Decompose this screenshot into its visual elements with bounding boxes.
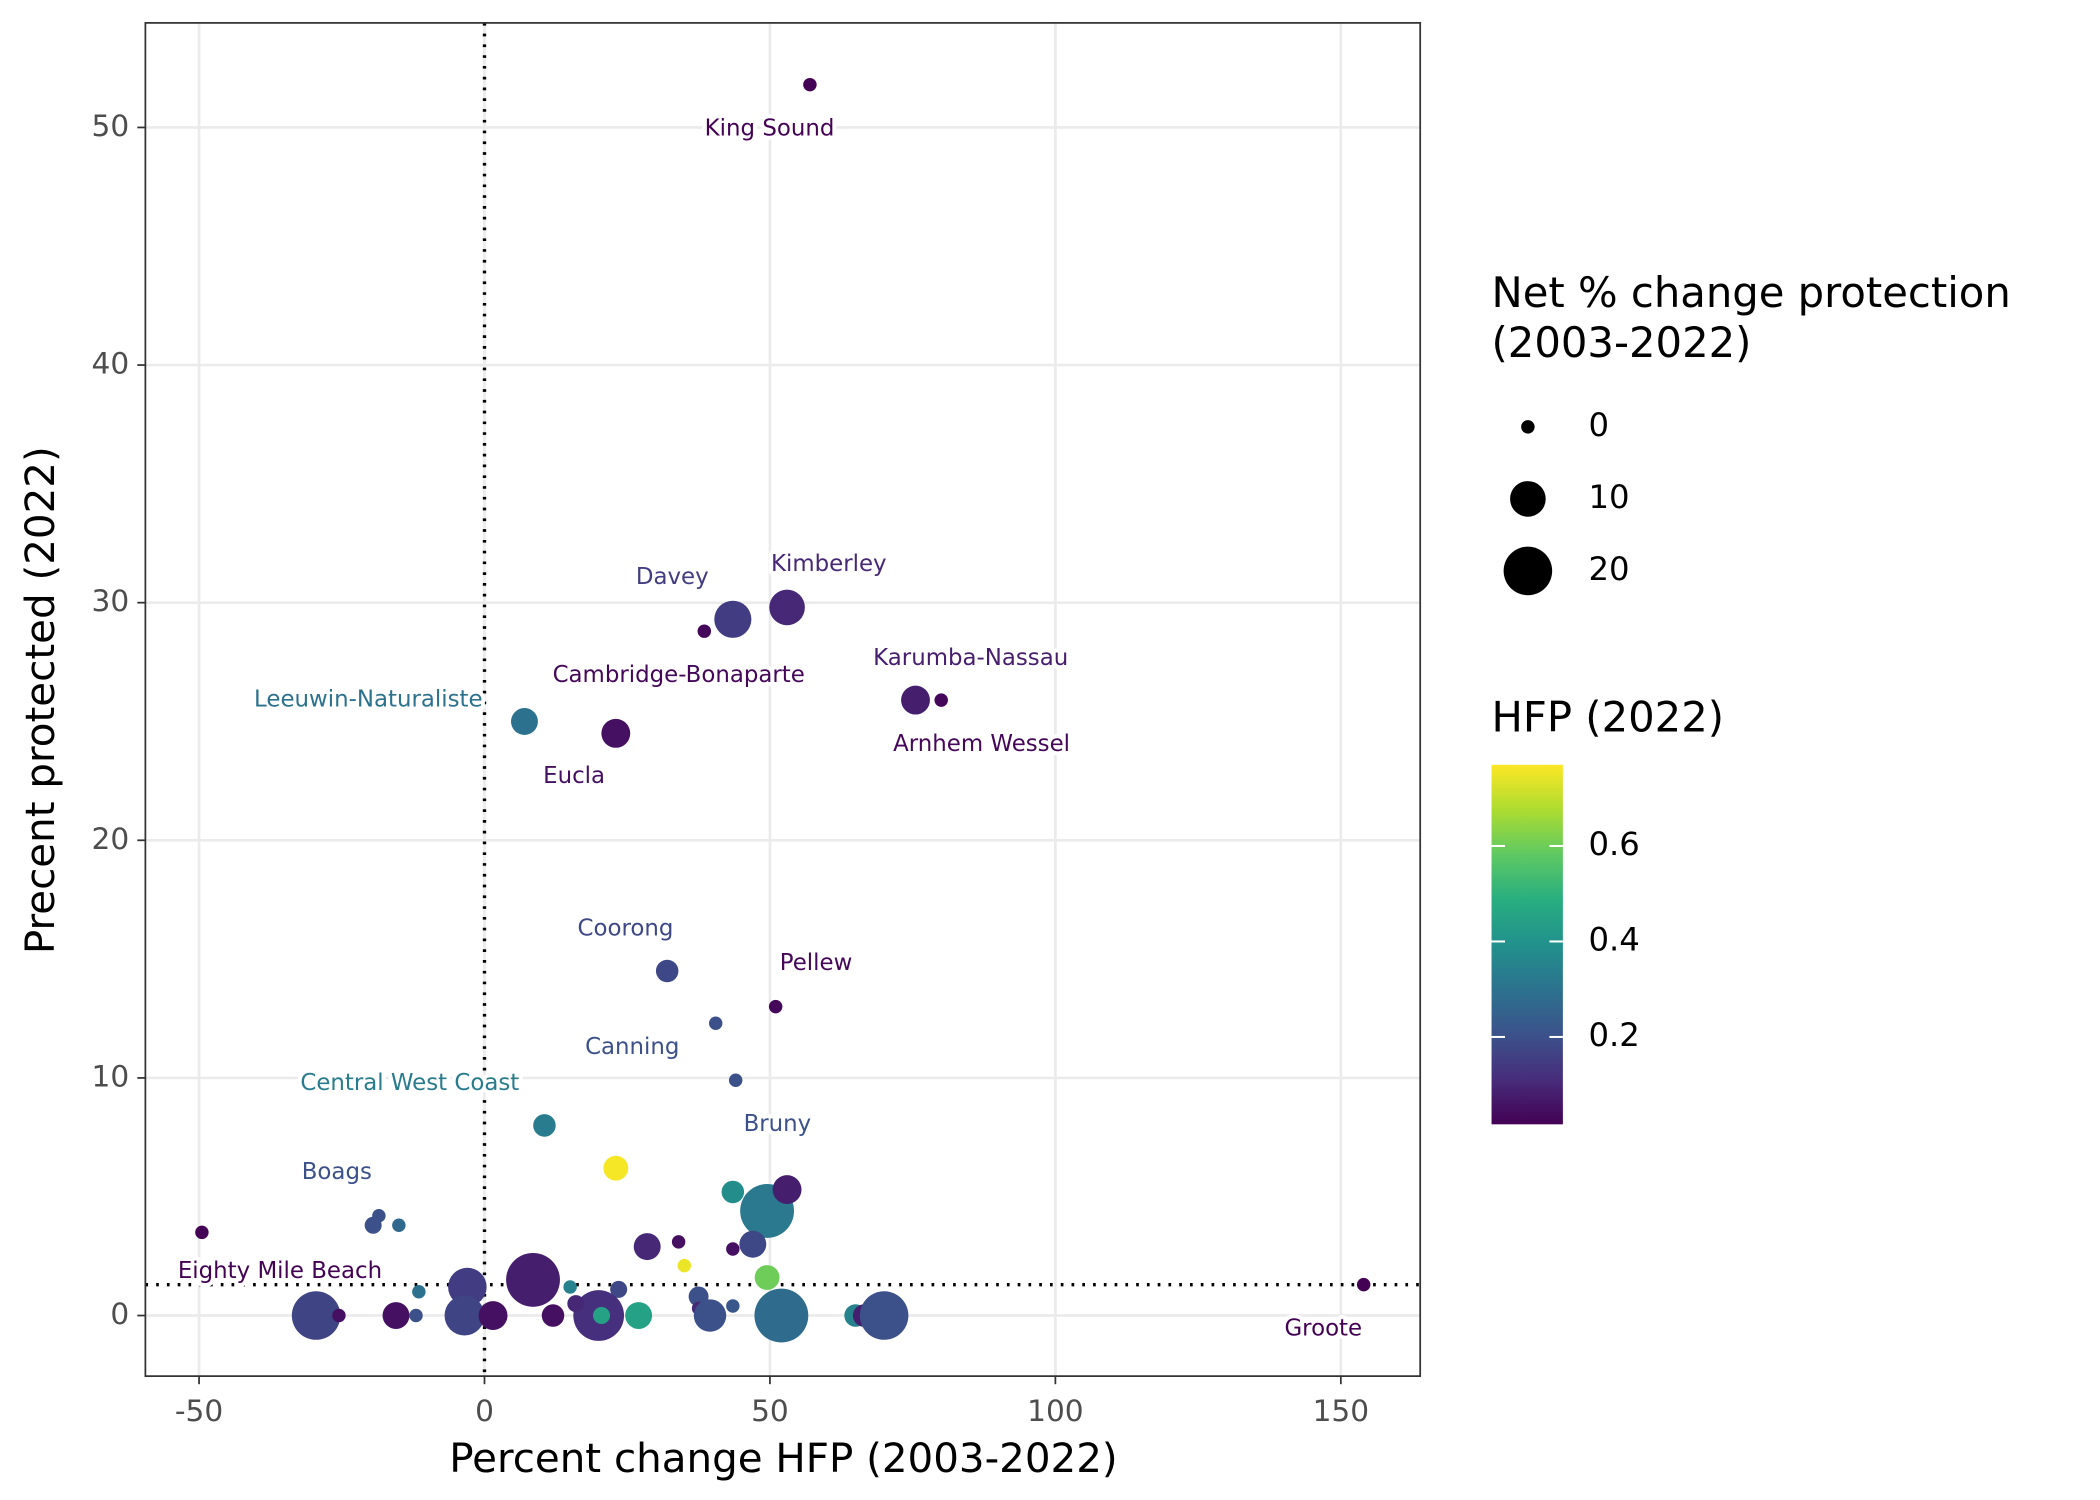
point-label: Eighty Mile Beach <box>178 1258 382 1284</box>
y-axis-title: Precent protected (2022) <box>17 446 64 954</box>
x-tick-label: 100 <box>1027 1394 1084 1428</box>
bubble <box>769 589 805 626</box>
bubble <box>901 685 930 715</box>
y-tick-label: 30 <box>92 584 130 618</box>
bubble <box>593 1307 611 1325</box>
point-label: Eucla <box>543 763 605 789</box>
point-label: King Sound <box>705 116 835 142</box>
bubble <box>567 1295 585 1313</box>
bubble <box>478 1301 508 1330</box>
panel-background <box>145 22 1421 1377</box>
point-label: Davey <box>636 564 709 590</box>
colorbar-label: 0.2 <box>1588 1016 1639 1054</box>
size-legend-key <box>1503 546 1553 596</box>
y-tick-label: 40 <box>92 347 130 381</box>
bubble <box>601 718 631 748</box>
bubble <box>448 1267 487 1307</box>
x-tick-label: 50 <box>751 1394 789 1428</box>
x-axis-title: Percent change HFP (2003-2022) <box>449 1435 1117 1482</box>
x-tick-label: 150 <box>1313 1394 1370 1428</box>
point-label: Kimberley <box>771 551 887 577</box>
y-tick-label: 10 <box>92 1059 130 1093</box>
point-label: Central West Coast <box>300 1070 519 1096</box>
size-legend-key <box>1521 420 1535 434</box>
y-tick-label: 50 <box>92 109 130 143</box>
bubble <box>392 1218 406 1232</box>
point-label: Canning <box>585 1034 679 1060</box>
point-label: Bruny <box>744 1111 812 1137</box>
bubble <box>603 1155 629 1181</box>
color-legend-title: HFP (2022) <box>1492 692 1724 741</box>
colorbar-label: 0.4 <box>1588 920 1639 958</box>
bubble <box>195 1225 209 1240</box>
bubble <box>726 1242 740 1256</box>
bubble <box>444 1295 485 1336</box>
bubble <box>633 1233 661 1261</box>
bubble <box>625 1302 653 1329</box>
bubble <box>728 1073 743 1088</box>
bubble <box>803 77 817 92</box>
bubble <box>721 1180 745 1204</box>
bubble <box>1356 1277 1371 1292</box>
point-label: Cambridge-Bonaparte <box>553 662 805 688</box>
size-legend-title: (2003-2022) <box>1492 318 1752 367</box>
bubble <box>510 708 538 735</box>
point-label: Boags <box>302 1159 372 1185</box>
bubble <box>708 1016 723 1030</box>
point-label: Coorong <box>578 916 674 942</box>
x-tick-label: -50 <box>175 1394 223 1428</box>
bubble <box>768 999 783 1014</box>
bubble <box>772 1175 802 1205</box>
bubble <box>754 1288 809 1343</box>
bubble <box>541 1304 565 1327</box>
bubble <box>372 1208 386 1223</box>
x-tick-label: 0 <box>475 1394 494 1428</box>
bubble <box>382 1302 410 1329</box>
panel-border <box>144 22 1422 1377</box>
point-label: Leeuwin-Naturaliste <box>254 686 482 712</box>
bubble <box>610 1280 628 1298</box>
bubble <box>739 1230 767 1258</box>
size-legend-label: 20 <box>1588 550 1629 588</box>
bubble <box>332 1308 346 1323</box>
size-legend-label: 0 <box>1588 406 1609 444</box>
point-label: Karumba-Nassau <box>873 645 1068 671</box>
y-tick-label: 0 <box>110 1297 129 1331</box>
colorbar-label: 0.6 <box>1588 825 1639 863</box>
point-label: Groote <box>1284 1316 1362 1342</box>
bubble <box>697 624 712 638</box>
bubble <box>291 1291 341 1340</box>
bubble <box>412 1285 426 1299</box>
bubble <box>563 1280 577 1294</box>
bubble <box>859 1291 909 1340</box>
bubble <box>533 1114 556 1137</box>
point-label: Arnhem Wessel <box>893 731 1070 757</box>
point-label: Pellew <box>780 950 853 976</box>
bubble <box>409 1308 423 1323</box>
bubble <box>655 959 679 983</box>
bubble <box>754 1265 780 1290</box>
size-legend-key <box>1510 481 1546 517</box>
size-legend-title: Net % change protection <box>1492 268 2011 317</box>
bubble <box>726 1299 740 1313</box>
bubble <box>506 1252 560 1307</box>
bubble <box>714 600 752 638</box>
bubble <box>677 1258 692 1273</box>
bubble <box>671 1235 686 1249</box>
bubble <box>693 1299 727 1332</box>
size-legend-label: 10 <box>1588 478 1629 516</box>
colorbar <box>1491 764 1563 1125</box>
y-tick-label: 20 <box>92 822 130 856</box>
bubble <box>934 693 948 707</box>
